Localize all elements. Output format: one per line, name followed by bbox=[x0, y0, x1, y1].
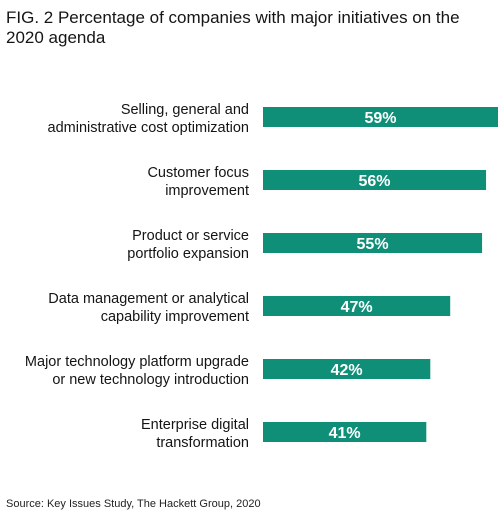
category-label-line: improvement bbox=[165, 183, 249, 199]
category-label-line: or new technology introduction bbox=[52, 372, 249, 388]
category-label-line: Enterprise digital bbox=[141, 417, 249, 433]
bar-value-label: 59% bbox=[364, 110, 396, 127]
category-label-line: administrative cost optimization bbox=[48, 120, 249, 136]
category-label-line: portfolio expansion bbox=[127, 246, 249, 262]
category-labels-layer: Selling, general and administrative cost … bbox=[25, 102, 249, 451]
bar-value-label: 42% bbox=[331, 362, 363, 379]
category-label-line: capability improvement bbox=[101, 309, 249, 325]
category-label-line: Product or service bbox=[132, 228, 249, 244]
source-note: Source: Key Issues Study, The Hackett Gr… bbox=[6, 498, 261, 510]
category-label-line: Major technology platform upgrade bbox=[25, 354, 249, 370]
category-label-line: Customer focus bbox=[147, 165, 249, 181]
category-label-line: transformation bbox=[156, 435, 249, 451]
category-label-line: Selling, general and bbox=[121, 102, 249, 118]
bar-4 bbox=[263, 296, 451, 316]
value-labels-layer: 59% 56% 55% 47% 42% 41% bbox=[329, 110, 397, 442]
bar-3 bbox=[263, 233, 483, 253]
bars-layer bbox=[263, 107, 498, 442]
chart-title: FIG. 2 Percentage of companies with majo… bbox=[6, 8, 460, 47]
bar-1 bbox=[263, 107, 498, 127]
bar-value-label: 55% bbox=[357, 236, 389, 253]
bar-6 bbox=[263, 422, 427, 442]
bar-value-label: 41% bbox=[329, 425, 361, 442]
bar-value-label: 56% bbox=[359, 173, 391, 190]
bar-5 bbox=[263, 359, 431, 379]
bar-value-label: 47% bbox=[341, 299, 373, 316]
bar-2 bbox=[263, 170, 487, 190]
category-label-line: Data management or analytical bbox=[48, 291, 249, 307]
